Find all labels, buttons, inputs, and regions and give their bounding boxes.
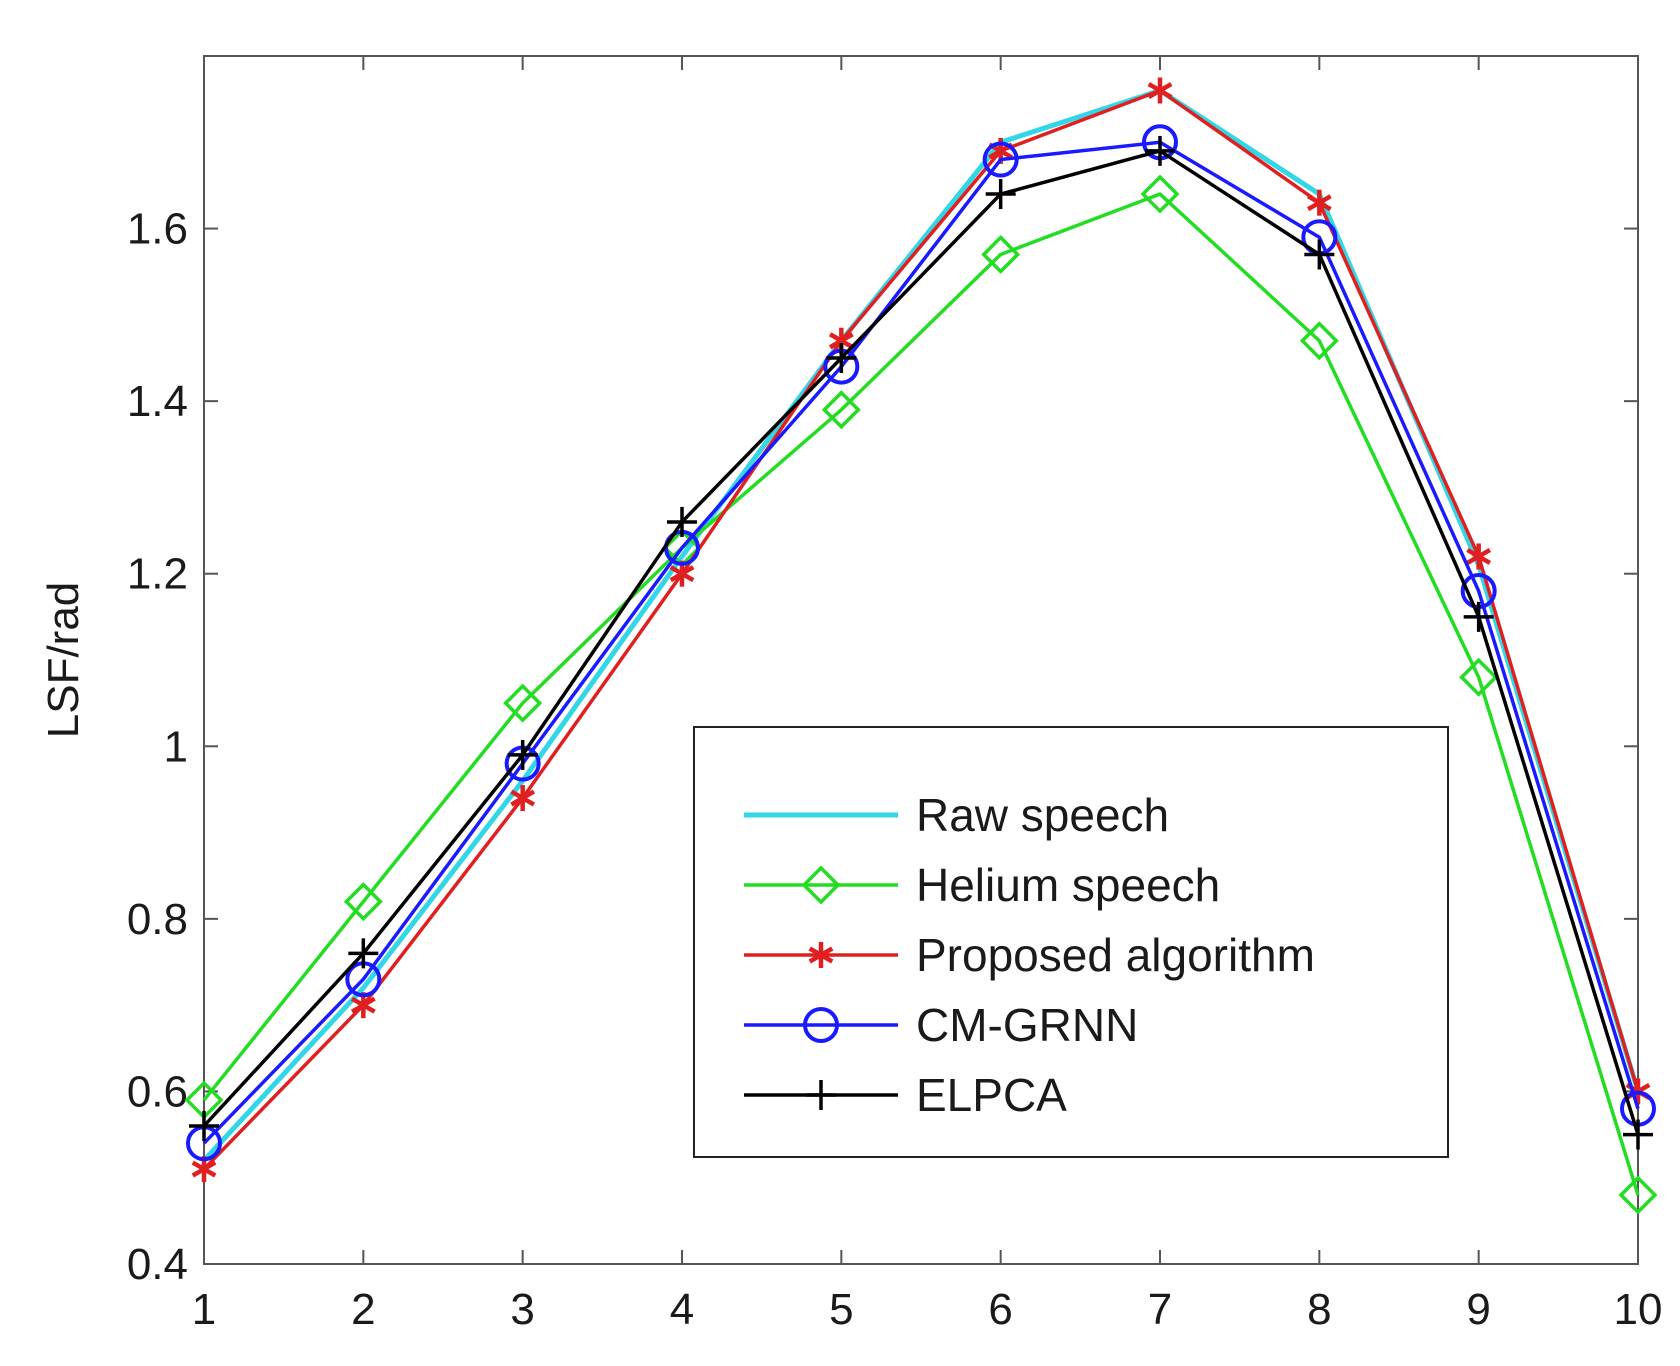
diamond-marker-shape — [343, 882, 383, 922]
diamond-marker-shape — [821, 390, 861, 430]
x-tick-label: 8 — [1307, 1285, 1331, 1334]
legend: Raw speech Helium speech Proposed algorith… — [693, 726, 1449, 1158]
y-axis-label: LSF/rad — [39, 582, 88, 739]
data-point — [1623, 1119, 1653, 1150]
data-point — [507, 739, 538, 770]
data-point — [1306, 189, 1332, 216]
data-point — [503, 683, 543, 723]
data-point — [982, 141, 1019, 178]
y-tick-label: 1.4 — [127, 377, 188, 426]
x-tick-label: 4 — [670, 1285, 694, 1334]
data-point — [1140, 174, 1180, 214]
data-point — [1466, 543, 1492, 570]
data-point — [981, 234, 1021, 274]
legend-item: ELPCA — [744, 1069, 1067, 1121]
data-point — [985, 179, 1016, 210]
y-tick-label: 1 — [164, 722, 188, 771]
legend-item: Proposed algorithm — [744, 929, 1315, 981]
series-elpca — [189, 135, 1653, 1150]
legend-item: CM-GRNN — [744, 999, 1138, 1051]
x-tick-label: 2 — [351, 1285, 375, 1334]
legend-label: ELPCA — [916, 1069, 1067, 1121]
data-point — [1299, 321, 1339, 361]
x-tick-label: 6 — [988, 1285, 1012, 1334]
data-point — [1463, 601, 1494, 632]
x-tick-label: 9 — [1466, 1285, 1490, 1334]
series-layer — [184, 77, 1658, 1215]
diamond-marker-shape — [1299, 321, 1339, 361]
circle-marker-shape — [982, 141, 1019, 178]
y-tick-label: 0.8 — [127, 895, 188, 944]
diamond-marker-shape — [1140, 174, 1180, 214]
asterisk-stroke — [669, 565, 695, 583]
asterisk-stroke — [1306, 194, 1332, 212]
diamond-marker-shape — [1618, 1175, 1658, 1215]
axis-ticks: 1 2 3 4 5 6 7 8 9 10 0.4 0.6 0.8 1 1.2 1.4 1.6 — [127, 56, 1663, 1334]
data-point — [667, 506, 697, 537]
legend-item: Raw speech — [744, 789, 1169, 841]
y-tick-label: 1.6 — [127, 205, 188, 254]
x-tick-label: 5 — [829, 1285, 853, 1334]
data-point — [1147, 77, 1173, 104]
asterisk-stroke — [191, 1160, 217, 1178]
series-cm-grnn — [186, 124, 1656, 1162]
x-tick-label: 1 — [192, 1285, 216, 1334]
diamond-marker-shape — [1459, 657, 1499, 697]
asterisk-stroke — [1466, 548, 1492, 565]
data-point — [1459, 657, 1499, 697]
y-tick-label: 1.2 — [127, 550, 188, 599]
x-tick-label: 10 — [1614, 1285, 1663, 1334]
legend-label: Raw speech — [916, 789, 1169, 841]
asterisk-stroke — [510, 789, 536, 807]
legend-item: Helium speech — [744, 859, 1220, 911]
y-tick-label: 0.6 — [127, 1067, 188, 1116]
diamond-marker-shape — [801, 865, 841, 905]
legend-label: CM-GRNN — [916, 999, 1138, 1051]
asterisk-stroke — [350, 996, 376, 1014]
series-line — [202, 192, 1640, 1196]
data-point — [1304, 239, 1335, 270]
diamond-marker-shape — [503, 683, 543, 723]
data-point — [1618, 1175, 1658, 1215]
data-point — [510, 785, 536, 812]
legend-label: Helium speech — [916, 859, 1220, 911]
x-tick-label: 7 — [1148, 1285, 1172, 1334]
data-point — [821, 390, 861, 430]
series-line — [202, 140, 1640, 1145]
data-point — [343, 882, 383, 922]
series-line — [202, 88, 1640, 1171]
data-point — [1145, 135, 1175, 166]
legend-marker — [801, 865, 841, 905]
legend-marker — [808, 942, 834, 968]
asterisk-stroke — [1147, 82, 1173, 99]
asterisk-stroke — [828, 332, 854, 350]
data-point — [826, 343, 857, 373]
legend-marker — [803, 1007, 839, 1043]
asterisk-stroke — [808, 946, 834, 964]
data-point — [348, 938, 379, 969]
diamond-marker-shape — [981, 234, 1021, 274]
legend-label: Proposed algorithm — [916, 929, 1315, 981]
y-tick-label: 0.4 — [127, 1240, 188, 1289]
circle-marker-shape — [803, 1007, 839, 1043]
legend-marker — [806, 1080, 836, 1110]
x-tick-label: 3 — [510, 1285, 534, 1334]
series-line — [202, 149, 1640, 1136]
data-point — [189, 1110, 219, 1141]
